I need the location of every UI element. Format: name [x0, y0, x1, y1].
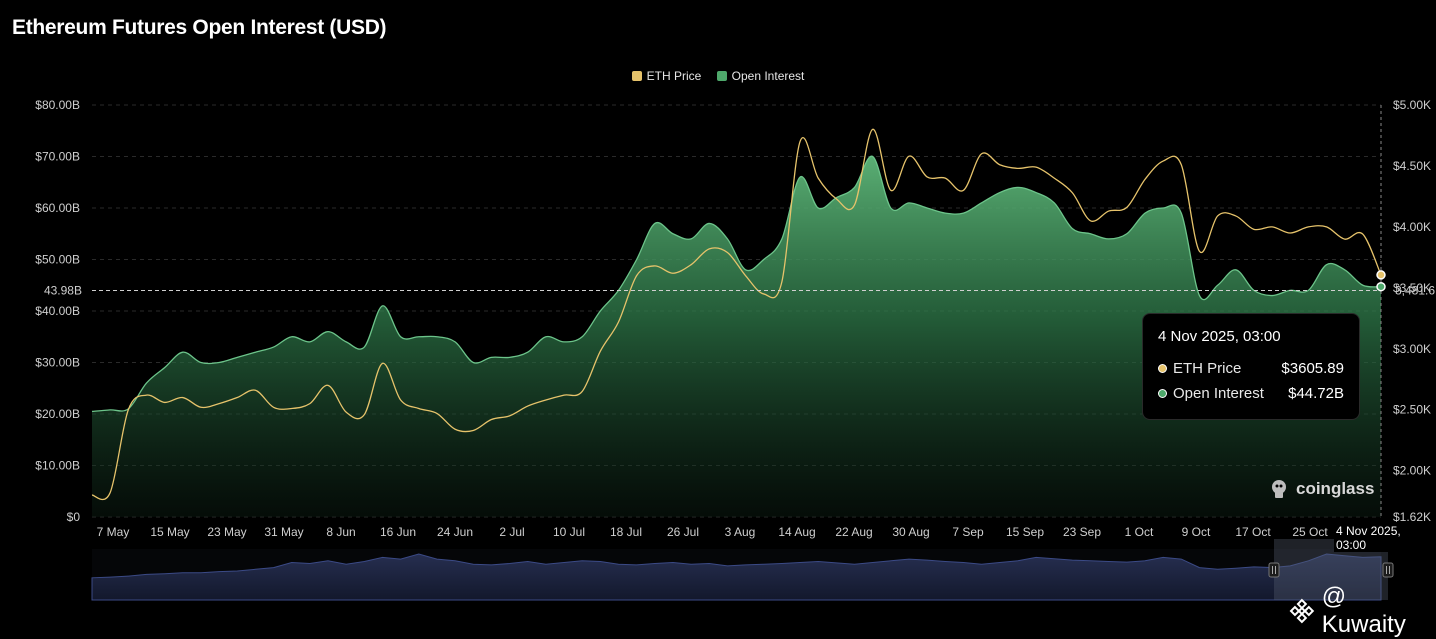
- x-tick-label: 1 Oct: [1125, 525, 1154, 539]
- x-tick-label: 23 May: [207, 525, 246, 539]
- navigator-label: 4 Nov 2025, 03:00: [1334, 524, 1436, 552]
- current-oi-label: 43.98B: [44, 284, 82, 298]
- current-markers: 43.98B 3,481.6: [30, 105, 1435, 517]
- left-tick-label: $70.00B: [35, 150, 80, 164]
- x-tick-label: 31 May: [264, 525, 303, 539]
- current-oi-badge: [30, 282, 88, 299]
- current-price-label: 3,481.6: [1395, 284, 1435, 298]
- x-axis: 7 May 15 May 23 May 31 May 8 Jun 16 Jun 24 Jun…: [97, 525, 1329, 539]
- open-interest-area: [92, 156, 1381, 517]
- right-tick-label: $5.00K: [1393, 98, 1431, 112]
- tooltip-value-price: $3605.89: [1281, 360, 1344, 377]
- x-tick-label: 26 Jul: [667, 525, 699, 539]
- tooltip-time: 4 Nov 2025, 03:00: [1158, 328, 1281, 345]
- right-tick-label: $2.00K: [1393, 464, 1431, 478]
- tooltip-label-oi: Open Interest: [1173, 385, 1264, 402]
- oi-hover-point: [1376, 281, 1386, 292]
- range-navigator[interactable]: [91, 539, 1394, 601]
- x-tick-label: 25 Oct: [1292, 525, 1328, 539]
- left-tick-label: $50.00B: [35, 253, 80, 267]
- left-tick-label: $30.00B: [35, 356, 80, 370]
- right-tick-label: $4.00K: [1393, 220, 1431, 234]
- right-tick-label: $1.62K: [1393, 510, 1431, 524]
- watermark: @ Kuwaity: [1288, 583, 1436, 639]
- right-tick-label: $4.50K: [1393, 159, 1431, 173]
- legend-label-oi: Open Interest: [731, 69, 805, 83]
- x-tick-label: 30 Aug: [892, 525, 929, 539]
- tooltip-dot-oi: [1158, 389, 1167, 398]
- tooltip: 4 Nov 2025, 03:00 ETH Price $3605.89 Ope…: [1142, 313, 1360, 420]
- legend: ETH Price Open Interest: [0, 69, 1436, 84]
- right-axis: $1.62K $2.00K $2.50K $3.00K $3.50K $4.00K $4.5…: [1393, 98, 1431, 524]
- price-hover-point: [1376, 270, 1386, 280]
- left-tick-label: $10.00B: [35, 459, 80, 473]
- x-tick-label: 14 Aug: [778, 525, 815, 539]
- x-tick-label: 15 May: [150, 525, 189, 539]
- legend-swatch-oi: [716, 71, 727, 81]
- x-tick-label: 10 Jul: [553, 525, 585, 539]
- binance-logo-icon: [1289, 598, 1315, 624]
- tooltip-dot-price: [1158, 364, 1167, 373]
- x-tick-label: 7 May: [97, 525, 130, 539]
- chart-title: Ethereum Futures Open Interest (USD): [12, 16, 387, 39]
- coinglass-logo-icon: [1272, 480, 1286, 498]
- right-tick-label: $3.50K: [1393, 281, 1431, 295]
- tooltip-value-oi: $44.72B: [1288, 385, 1344, 402]
- chart-svg[interactable]: $0 $10.00B $20.00B $30.00B $40.00B $50.00B $60…: [0, 0, 1436, 621]
- brand-name: coinglass: [1296, 479, 1375, 498]
- left-tick-label: $40.00B: [35, 304, 80, 318]
- open-interest-line: [91, 155, 1382, 413]
- x-tick-label: 9 Oct: [1182, 525, 1211, 539]
- left-tick-label: $80.00B: [35, 98, 80, 112]
- x-tick-label: 2 Jul: [499, 525, 524, 539]
- eth-price-line: [91, 128, 1382, 501]
- navigator-area: [91, 553, 1382, 601]
- navigator-handle-right[interactable]: [1382, 562, 1394, 578]
- left-tick-label: $0: [67, 510, 81, 524]
- coinglass-brand: coinglass: [1268, 478, 1374, 500]
- legend-swatch-price: [631, 71, 642, 81]
- x-tick-label: 3 Aug: [725, 525, 756, 539]
- x-tick-label: 17 Oct: [1235, 525, 1271, 539]
- tooltip-label-price: ETH Price: [1173, 360, 1242, 377]
- navigator-handle-left[interactable]: [1268, 562, 1280, 578]
- tooltip-row-oi: Open Interest $44.72B: [1158, 385, 1344, 402]
- x-tick-label: 16 Jun: [380, 525, 416, 539]
- left-tick-label: $20.00B: [35, 407, 80, 421]
- tooltip-row-price: ETH Price $3605.89: [1158, 360, 1344, 377]
- x-tick-label: 7 Sep: [952, 525, 984, 539]
- left-tick-label: $60.00B: [35, 201, 80, 215]
- legend-item-eth-price[interactable]: ETH Price: [631, 69, 702, 83]
- right-tick-label: $2.50K: [1393, 403, 1431, 417]
- legend-label-price: ETH Price: [646, 69, 702, 83]
- x-tick-label: 23 Sep: [1063, 525, 1101, 539]
- x-tick-label: 15 Sep: [1006, 525, 1044, 539]
- right-tick-label: $3.00K: [1393, 342, 1431, 356]
- watermark-text: @ Kuwaity: [1321, 583, 1406, 638]
- legend-item-open-interest[interactable]: Open Interest: [716, 69, 805, 83]
- x-tick-label: 22 Aug: [835, 525, 872, 539]
- x-tick-label: 18 Jul: [610, 525, 642, 539]
- x-tick-label: 24 Jun: [437, 525, 473, 539]
- x-tick-label: 8 Jun: [326, 525, 355, 539]
- left-axis: $0 $10.00B $20.00B $30.00B $40.00B $50.00B $60…: [35, 98, 80, 524]
- series-layer: [91, 128, 1382, 517]
